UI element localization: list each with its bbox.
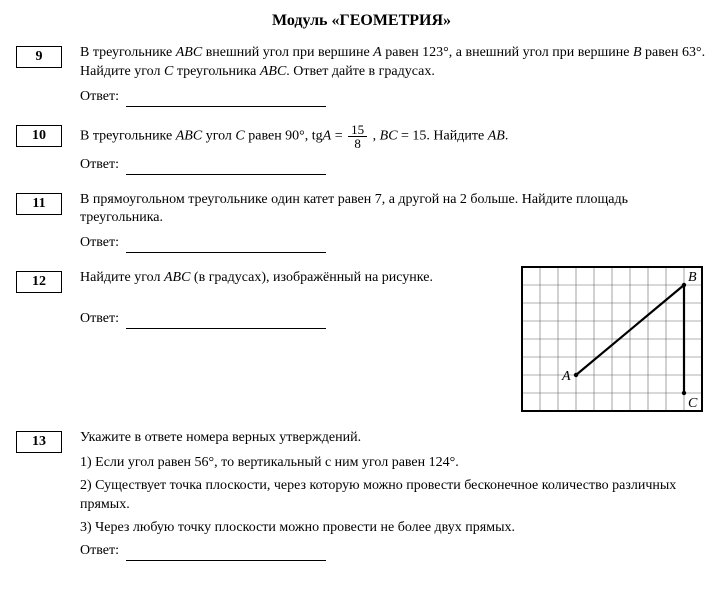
task-9: 9 В треугольнике ABC внешний угол при ве…: [16, 44, 707, 107]
task-text: Укажите в ответе номера верных утвержден…: [80, 429, 707, 448]
task-text: В треугольнике ABC угол C равен 90°, tgA…: [80, 123, 707, 150]
task-12: 12 Найдите угол ABC (в градусах), изобра…: [16, 269, 707, 413]
answer-line[interactable]: [126, 316, 326, 329]
svg-text:C: C: [688, 396, 698, 411]
answer-row: Ответ:: [80, 542, 707, 561]
task-10: 10 В треугольнике ABC угол C равен 90°, …: [16, 123, 707, 175]
task-number: 10: [16, 125, 62, 147]
fraction: 15 8: [348, 123, 367, 150]
task-text-before: В треугольнике ABC угол C равен 90°, tgA…: [80, 128, 346, 143]
task-number: 12: [16, 271, 62, 293]
svg-text:A: A: [561, 369, 571, 384]
answer-label: Ответ:: [80, 157, 119, 172]
answer-line[interactable]: [126, 94, 326, 107]
task-text: В прямоугольном треугольнике один катет …: [80, 191, 707, 229]
task-text: Найдите угол ABC (в градусах), изображён…: [80, 269, 507, 288]
answer-label: Ответ:: [80, 235, 119, 250]
answer-line[interactable]: [126, 162, 326, 175]
task-11: 11 В прямоугольном треугольнике один кат…: [16, 191, 707, 254]
geometry-figure: A B C: [517, 265, 707, 413]
grid-figure-svg: A B C: [520, 265, 704, 413]
task-text: В треугольнике ABC внешний угол при верш…: [80, 44, 707, 82]
task-body: В треугольнике ABC внешний угол при верш…: [80, 44, 707, 107]
answer-label: Ответ:: [80, 311, 119, 326]
task-13: 13 Укажите в ответе номера верных утверж…: [16, 429, 707, 560]
module-title: Модуль «ГЕОМЕТРИЯ»: [16, 12, 707, 30]
statement-3: 3) Через любую точку плоскости можно про…: [80, 519, 707, 538]
answer-row: Ответ:: [80, 234, 707, 253]
task-body: Укажите в ответе номера верных утвержден…: [80, 429, 707, 560]
task-number: 13: [16, 431, 62, 453]
statements-list: 1) Если угол равен 56°, то вертикальный …: [80, 454, 707, 538]
fraction-num: 15: [348, 123, 367, 137]
task-number: 11: [16, 193, 62, 215]
task-text-after: , BC = 15. Найдите AB.: [373, 128, 509, 143]
task-body: В прямоугольном треугольнике один катет …: [80, 191, 707, 254]
statement-1: 1) Если угол равен 56°, то вертикальный …: [80, 454, 707, 473]
answer-line[interactable]: [126, 548, 326, 561]
answer-row: Ответ:: [80, 88, 707, 107]
task-body: Найдите угол ABC (в градусах), изображён…: [80, 269, 707, 413]
answer-label: Ответ:: [80, 89, 119, 104]
statement-2: 2) Существует точка плоскости, через кот…: [80, 477, 707, 515]
fraction-den: 8: [348, 137, 367, 150]
answer-row: Ответ:: [80, 156, 707, 175]
answer-line[interactable]: [126, 240, 326, 253]
task-number: 9: [16, 46, 62, 68]
task-body: В треугольнике ABC угол C равен 90°, tgA…: [80, 123, 707, 175]
answer-row: Ответ:: [80, 310, 507, 329]
svg-text:B: B: [688, 270, 697, 285]
answer-label: Ответ:: [80, 543, 119, 558]
